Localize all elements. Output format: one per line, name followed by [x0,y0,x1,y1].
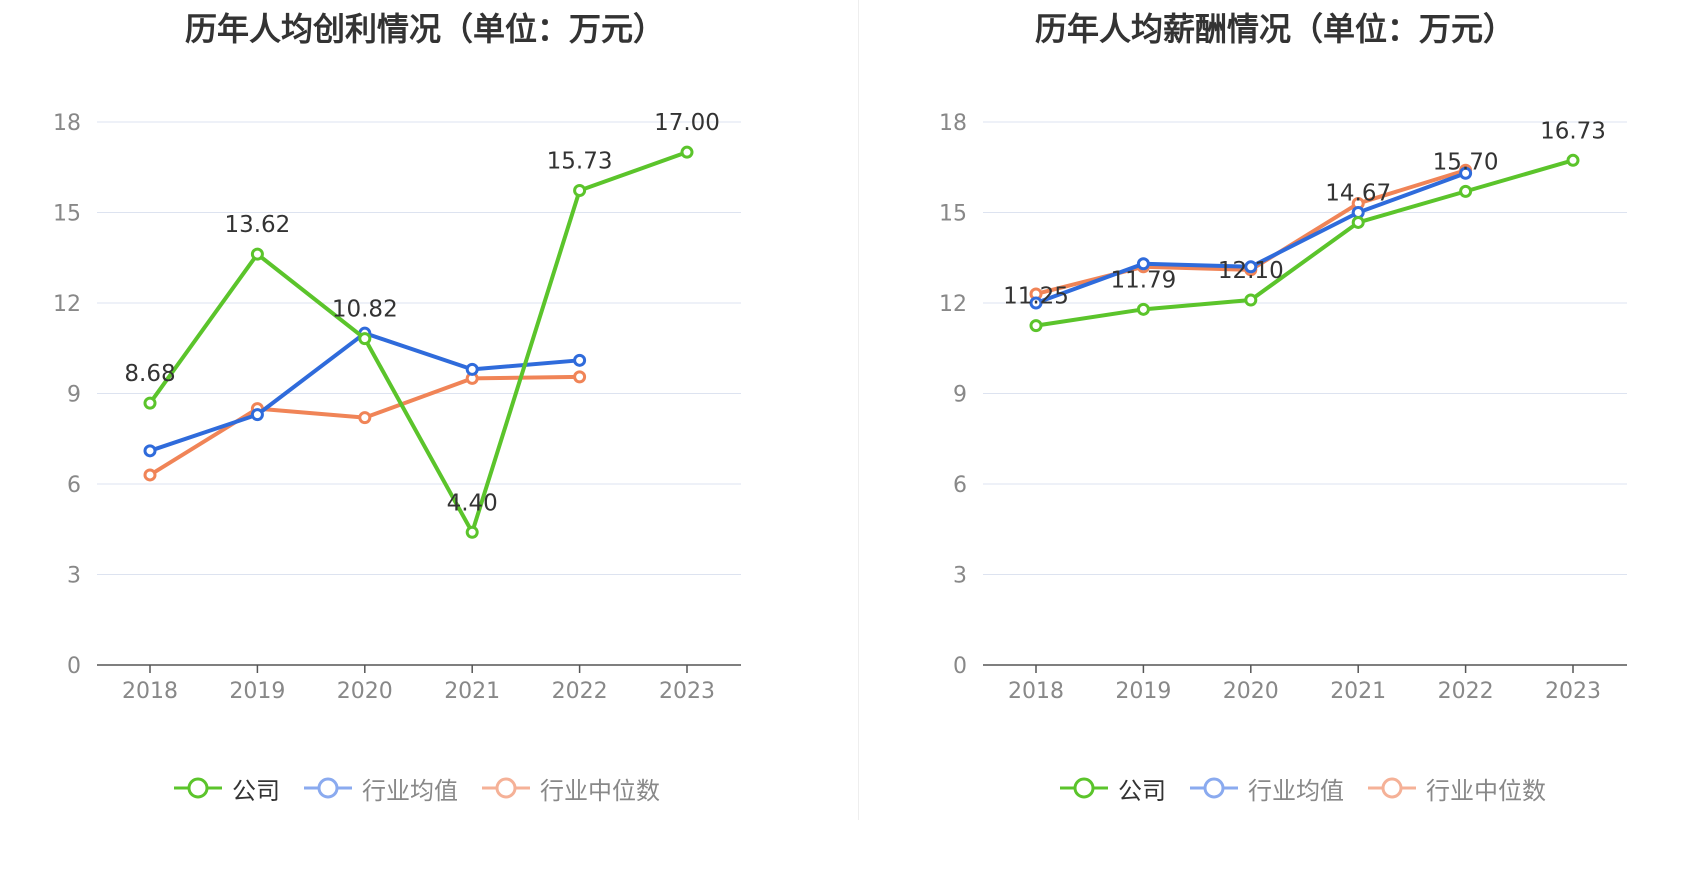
data-label: 16.73 [1540,118,1606,144]
x-tick-label: 2023 [1545,679,1601,704]
x-tick-label: 2020 [1223,679,1279,704]
data-point [573,183,587,197]
data-point [680,145,694,159]
y-tick-label: 15 [939,202,967,227]
data-label: 15.73 [547,148,613,174]
data-label: 15.70 [1433,149,1499,175]
y-tick-label: 18 [939,111,967,136]
data-point [1351,215,1365,229]
series-line-company [148,150,688,535]
legend-line-icon [1368,777,1416,799]
data-point [573,353,587,367]
data-point [250,247,264,261]
data-label: 8.68 [124,361,175,387]
legend-item-company[interactable]: 公司 [172,771,280,806]
x-tick-label: 2022 [1438,679,1494,704]
data-point [1029,319,1043,333]
y-tick-label: 12 [53,292,81,317]
data-label: 11.79 [1110,267,1176,293]
legend-item-median[interactable]: 行业中位数 [1366,771,1546,806]
x-tick-label: 2020 [337,679,393,704]
data-point [1136,257,1150,271]
data-point [1459,166,1473,180]
y-tick-label: 3 [67,564,81,589]
data-point [1566,153,1580,167]
legend-label-average: 行业均值 [362,776,458,805]
x-tick-label: 2019 [1115,679,1171,704]
legend-line-icon [174,777,222,799]
legend-line-icon [1190,777,1238,799]
data-point [358,332,372,346]
legend-item-average[interactable]: 行业均值 [1188,771,1344,806]
data-label: 14.67 [1325,180,1391,206]
y-tick-label: 15 [53,202,81,227]
legend-salary: 公司 行业均值 行业中位数 [1058,768,1568,808]
y-tick-label: 0 [953,654,967,679]
x-tick-label: 2019 [229,679,285,704]
data-point [573,370,587,384]
data-point [143,468,157,482]
legend-item-median[interactable]: 行业中位数 [480,771,660,806]
x-tick-label: 2023 [659,679,715,704]
data-point [143,396,157,410]
data-point [143,444,157,458]
y-tick-label: 18 [53,111,81,136]
legend-label-median: 行业中位数 [540,776,660,805]
legend-line-icon [304,777,352,799]
x-tick-label: 2018 [1008,679,1064,704]
data-point [1029,296,1043,310]
x-tick-label: 2021 [1330,679,1386,704]
legend-label-average: 行业均值 [1248,776,1344,805]
y-tick-label: 6 [953,473,967,498]
y-tick-label: 3 [953,564,967,589]
data-point [358,411,372,425]
data-point [1244,260,1258,274]
data-point [1459,184,1473,198]
x-tick-label: 2021 [444,679,500,704]
x-tick-label: 2022 [552,679,608,704]
data-label: 10.82 [332,297,398,323]
legend-line-icon [482,777,530,799]
legend-profit: 公司 行业均值 行业中位数 [172,768,682,808]
data-point [1244,293,1258,307]
y-tick-label: 9 [953,383,967,408]
series-line-company [1035,158,1574,328]
data-label: 11.25 [1003,284,1069,310]
data-label: 13.62 [224,212,290,238]
x-tick-label: 2018 [122,679,178,704]
data-label: 17.00 [654,110,720,136]
y-tick-label: 9 [67,383,81,408]
data-label: 12.10 [1218,258,1284,284]
y-tick-label: 6 [67,473,81,498]
legend-label-company: 公司 [1118,776,1166,805]
data-label: 4.40 [447,490,498,516]
data-point [1136,302,1150,316]
y-tick-label: 12 [939,292,967,317]
legend-label-company: 公司 [232,776,280,805]
panel-divider [858,0,859,820]
chart-title-profit: 历年人均创利情况（单位：万元） [184,10,665,48]
data-point [465,525,479,539]
legend-item-company[interactable]: 公司 [1058,771,1166,806]
data-point [465,362,479,376]
data-point [250,408,264,422]
y-tick-label: 0 [67,654,81,679]
legend-label-median: 行业中位数 [1426,776,1546,805]
chart-title-salary: 历年人均薪酬情况（单位：万元） [1034,10,1515,48]
legend-item-average[interactable]: 行业均值 [302,771,458,806]
legend-line-icon [1060,777,1108,799]
